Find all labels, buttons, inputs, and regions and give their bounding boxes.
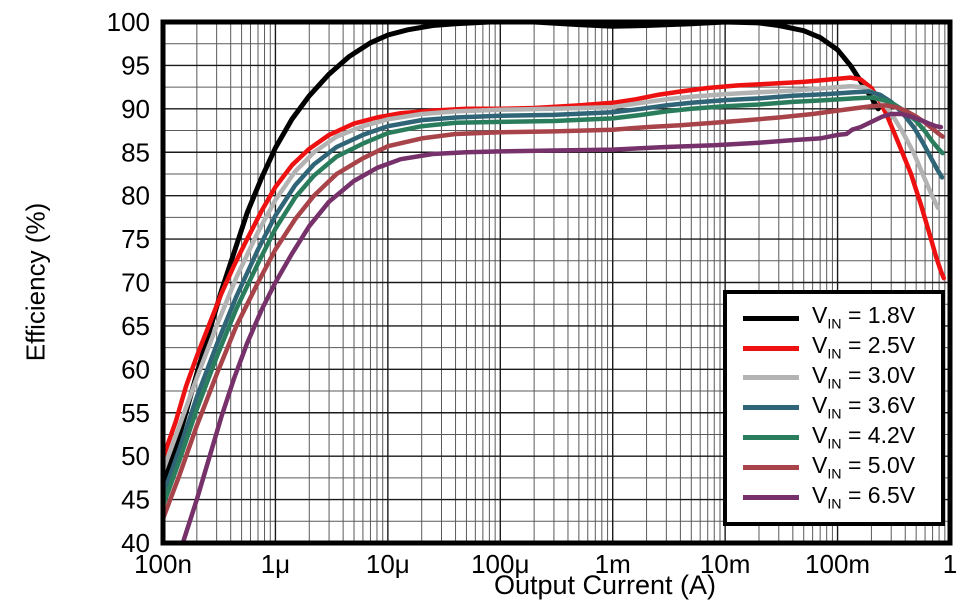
- legend-label: VIN = 4.2V: [812, 421, 916, 453]
- x-tick-label: 100n: [134, 549, 192, 579]
- legend-swatch: [743, 495, 799, 501]
- x-tick-label: 1μ: [261, 549, 290, 579]
- x-axis-title: Output Current (A): [493, 570, 717, 600]
- legend-label: VIN = 2.5V: [812, 332, 916, 363]
- legend-item: VIN = 3.0V: [743, 364, 937, 392]
- legend-label: VIN = 6.5V: [812, 481, 916, 513]
- legend-swatch: [743, 375, 799, 381]
- y-tick-label: 45: [121, 485, 150, 515]
- x-tick-label: 10μ: [366, 549, 410, 579]
- series-line-vin-6.5v: [180, 111, 944, 546]
- x-tick-label: 1m: [595, 549, 631, 579]
- y-tick-label: 95: [121, 50, 150, 80]
- legend-swatch: [743, 345, 799, 351]
- y-tick-label: 60: [121, 354, 150, 384]
- y-axis-title: Efficiency (%): [20, 202, 51, 362]
- x-tick-label: 10m: [700, 549, 751, 579]
- legend-box: VIN = 1.8V VIN = 2.5V VIN = 3.0V VIN = 3.6V…: [723, 290, 945, 526]
- y-tick-label: 90: [121, 94, 150, 124]
- legend-item: VIN = 3.6V: [743, 394, 937, 422]
- legend-item: VIN = 4.2V: [743, 424, 937, 452]
- y-tick-label: 40: [121, 528, 150, 558]
- y-tick-label: 55: [121, 398, 150, 428]
- legend-swatch: [743, 405, 799, 411]
- y-tick-label: 75: [121, 224, 150, 254]
- plot-frame: [160, 19, 953, 546]
- legend-item: VIN = 2.5V: [743, 334, 937, 362]
- legend-item: VIN = 1.8V: [743, 304, 937, 332]
- x-tick-label: 100μ: [471, 549, 529, 579]
- series-line-vin-2.5v: [160, 75, 947, 461]
- y-tick-label: 50: [121, 441, 150, 471]
- y-tick-label: 100: [107, 7, 150, 37]
- y-tick-label: 65: [121, 311, 150, 341]
- series-lines: [160, 19, 947, 546]
- legend-swatch: [743, 435, 799, 441]
- legend-label: VIN = 1.8V: [812, 302, 916, 333]
- legend-swatch: [743, 465, 799, 471]
- series-line-vin-1.8v: [160, 19, 881, 485]
- x-tick-label: 1: [943, 549, 957, 579]
- legend-label: VIN = 5.0V: [812, 451, 916, 483]
- legend-item: VIN = 5.0V: [743, 454, 937, 482]
- legend-item: VIN = 6.5V: [743, 481, 937, 513]
- series-line-vin-5.0v: [160, 103, 945, 521]
- y-tick-label: 80: [121, 181, 150, 211]
- y-tick-labels: 100 95 90 85 80 75 70 65 60 55 50 45 40: [107, 7, 150, 558]
- y-tick-label: 85: [121, 137, 150, 167]
- legend-label: VIN = 3.6V: [812, 392, 916, 423]
- legend-label: VIN = 3.0V: [812, 362, 916, 393]
- x-tick-label: 100m: [805, 549, 870, 579]
- legend-swatch: [743, 315, 799, 321]
- y-tick-label: 70: [121, 268, 150, 298]
- x-tick-labels: 100n 1μ 10μ 100μ 1m 10m 100m 1: [134, 549, 957, 579]
